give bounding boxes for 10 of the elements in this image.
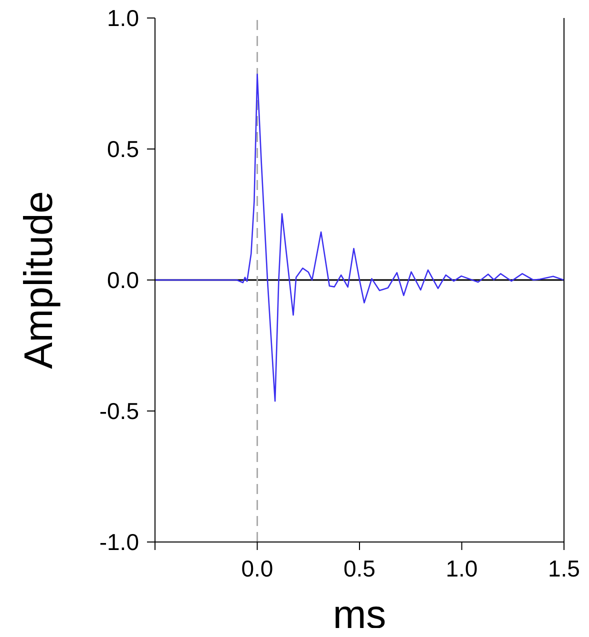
x-tick-label: 0.5 — [344, 555, 376, 582]
x-tick-label: 0.0 — [241, 555, 274, 582]
y-tick-label: 0.5 — [107, 136, 139, 162]
x-tick-label: 1.5 — [548, 555, 580, 582]
x-tick-label: 1.0 — [446, 555, 478, 582]
y-tick-label: -0.5 — [99, 398, 139, 424]
y-tick-label: 0.0 — [107, 267, 139, 294]
y-tick-label: 1.0 — [107, 5, 139, 32]
y-tick-label: -1.0 — [99, 529, 139, 556]
y-axis-title: Amplitude — [17, 191, 62, 369]
